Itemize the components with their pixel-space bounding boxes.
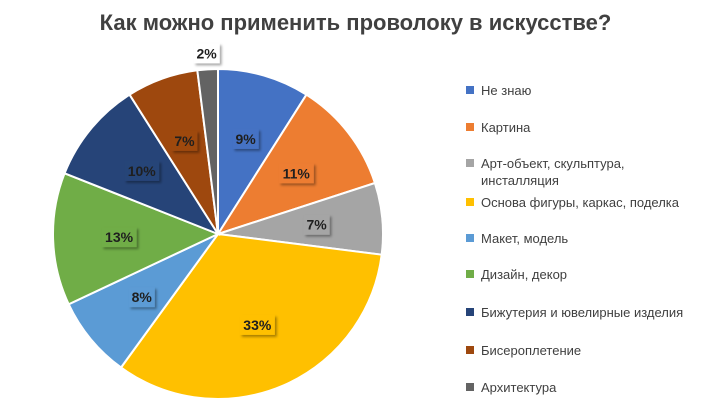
data-label-box-9 [193, 43, 220, 64]
legend-label-7: Бижутерия и ювелирные изделия [481, 305, 684, 320]
legend-swatch-2 [466, 123, 474, 131]
legend-swatch-4 [466, 198, 474, 206]
data-label-8: 7% [174, 133, 195, 149]
pie-slice-1 [217, 67, 308, 238]
legend-label-6: Дизайн, декор [481, 267, 568, 282]
data-label-box-1 [232, 128, 259, 149]
legend-item-7: Бижутерия и ювелирные изделия [466, 304, 706, 321]
legend-label-1: Не знаю [481, 83, 532, 98]
data-label-4: 33% [243, 317, 272, 333]
chart-title: Как можно применить проволоку в искусств… [99, 10, 612, 35]
legend-swatch-5 [466, 234, 474, 242]
legend-item-2: Картина [466, 119, 706, 136]
data-label-box-5 [128, 287, 155, 308]
data-label-box-3 [303, 214, 330, 235]
legend-swatch-7 [466, 308, 474, 316]
legend-item-8: Бисероплетение [466, 342, 706, 359]
legend-item-9: Архитектура [466, 379, 706, 396]
data-label-box-7 [124, 160, 160, 181]
legend-swatch-8 [466, 346, 474, 354]
legend-label-2: Картина [481, 120, 531, 135]
data-label-box-6 [101, 227, 137, 248]
legend-label-9: Архитектура [481, 380, 557, 395]
data-label-1: 9% [236, 131, 257, 147]
data-label-2: 11% [283, 165, 311, 181]
data-label-3: 7% [306, 217, 327, 233]
pie-data-labels: 9% 11% 7% 33% 8% 13% 10% 7% 2% [101, 43, 330, 335]
legend-item-3: Арт-объект, скульптура, инсталляция [466, 155, 706, 189]
legend-swatch-6 [466, 270, 474, 278]
data-label-7: 10% [128, 163, 157, 179]
legend-item-4: Основа фигуры, каркас, поделка [466, 194, 706, 211]
data-label-5: 8% [132, 289, 153, 305]
legend-item-5: Макет, модель [466, 230, 706, 247]
pie-slice-9 [196, 67, 219, 235]
legend-label-3: Арт-объект, скульптура, инсталляция [481, 156, 625, 188]
data-label-6: 13% [105, 229, 134, 245]
legend-item-6: Дизайн, декор [466, 266, 706, 283]
data-label-box-2 [278, 163, 314, 184]
legend-swatch-3 [466, 159, 474, 167]
legend-swatch-9 [466, 383, 474, 391]
legend-label-4: Основа фигуры, каркас, поделка [481, 195, 679, 210]
data-label-box-8 [171, 130, 198, 151]
data-label-box-4 [239, 314, 275, 335]
legend-swatch-1 [466, 86, 474, 94]
legend-label-8: Бисероплетение [481, 343, 582, 358]
legend-label-5: Макет, модель [481, 231, 569, 246]
data-label-9: 2% [197, 45, 218, 61]
legend-item-1: Не знаю [466, 82, 706, 99]
